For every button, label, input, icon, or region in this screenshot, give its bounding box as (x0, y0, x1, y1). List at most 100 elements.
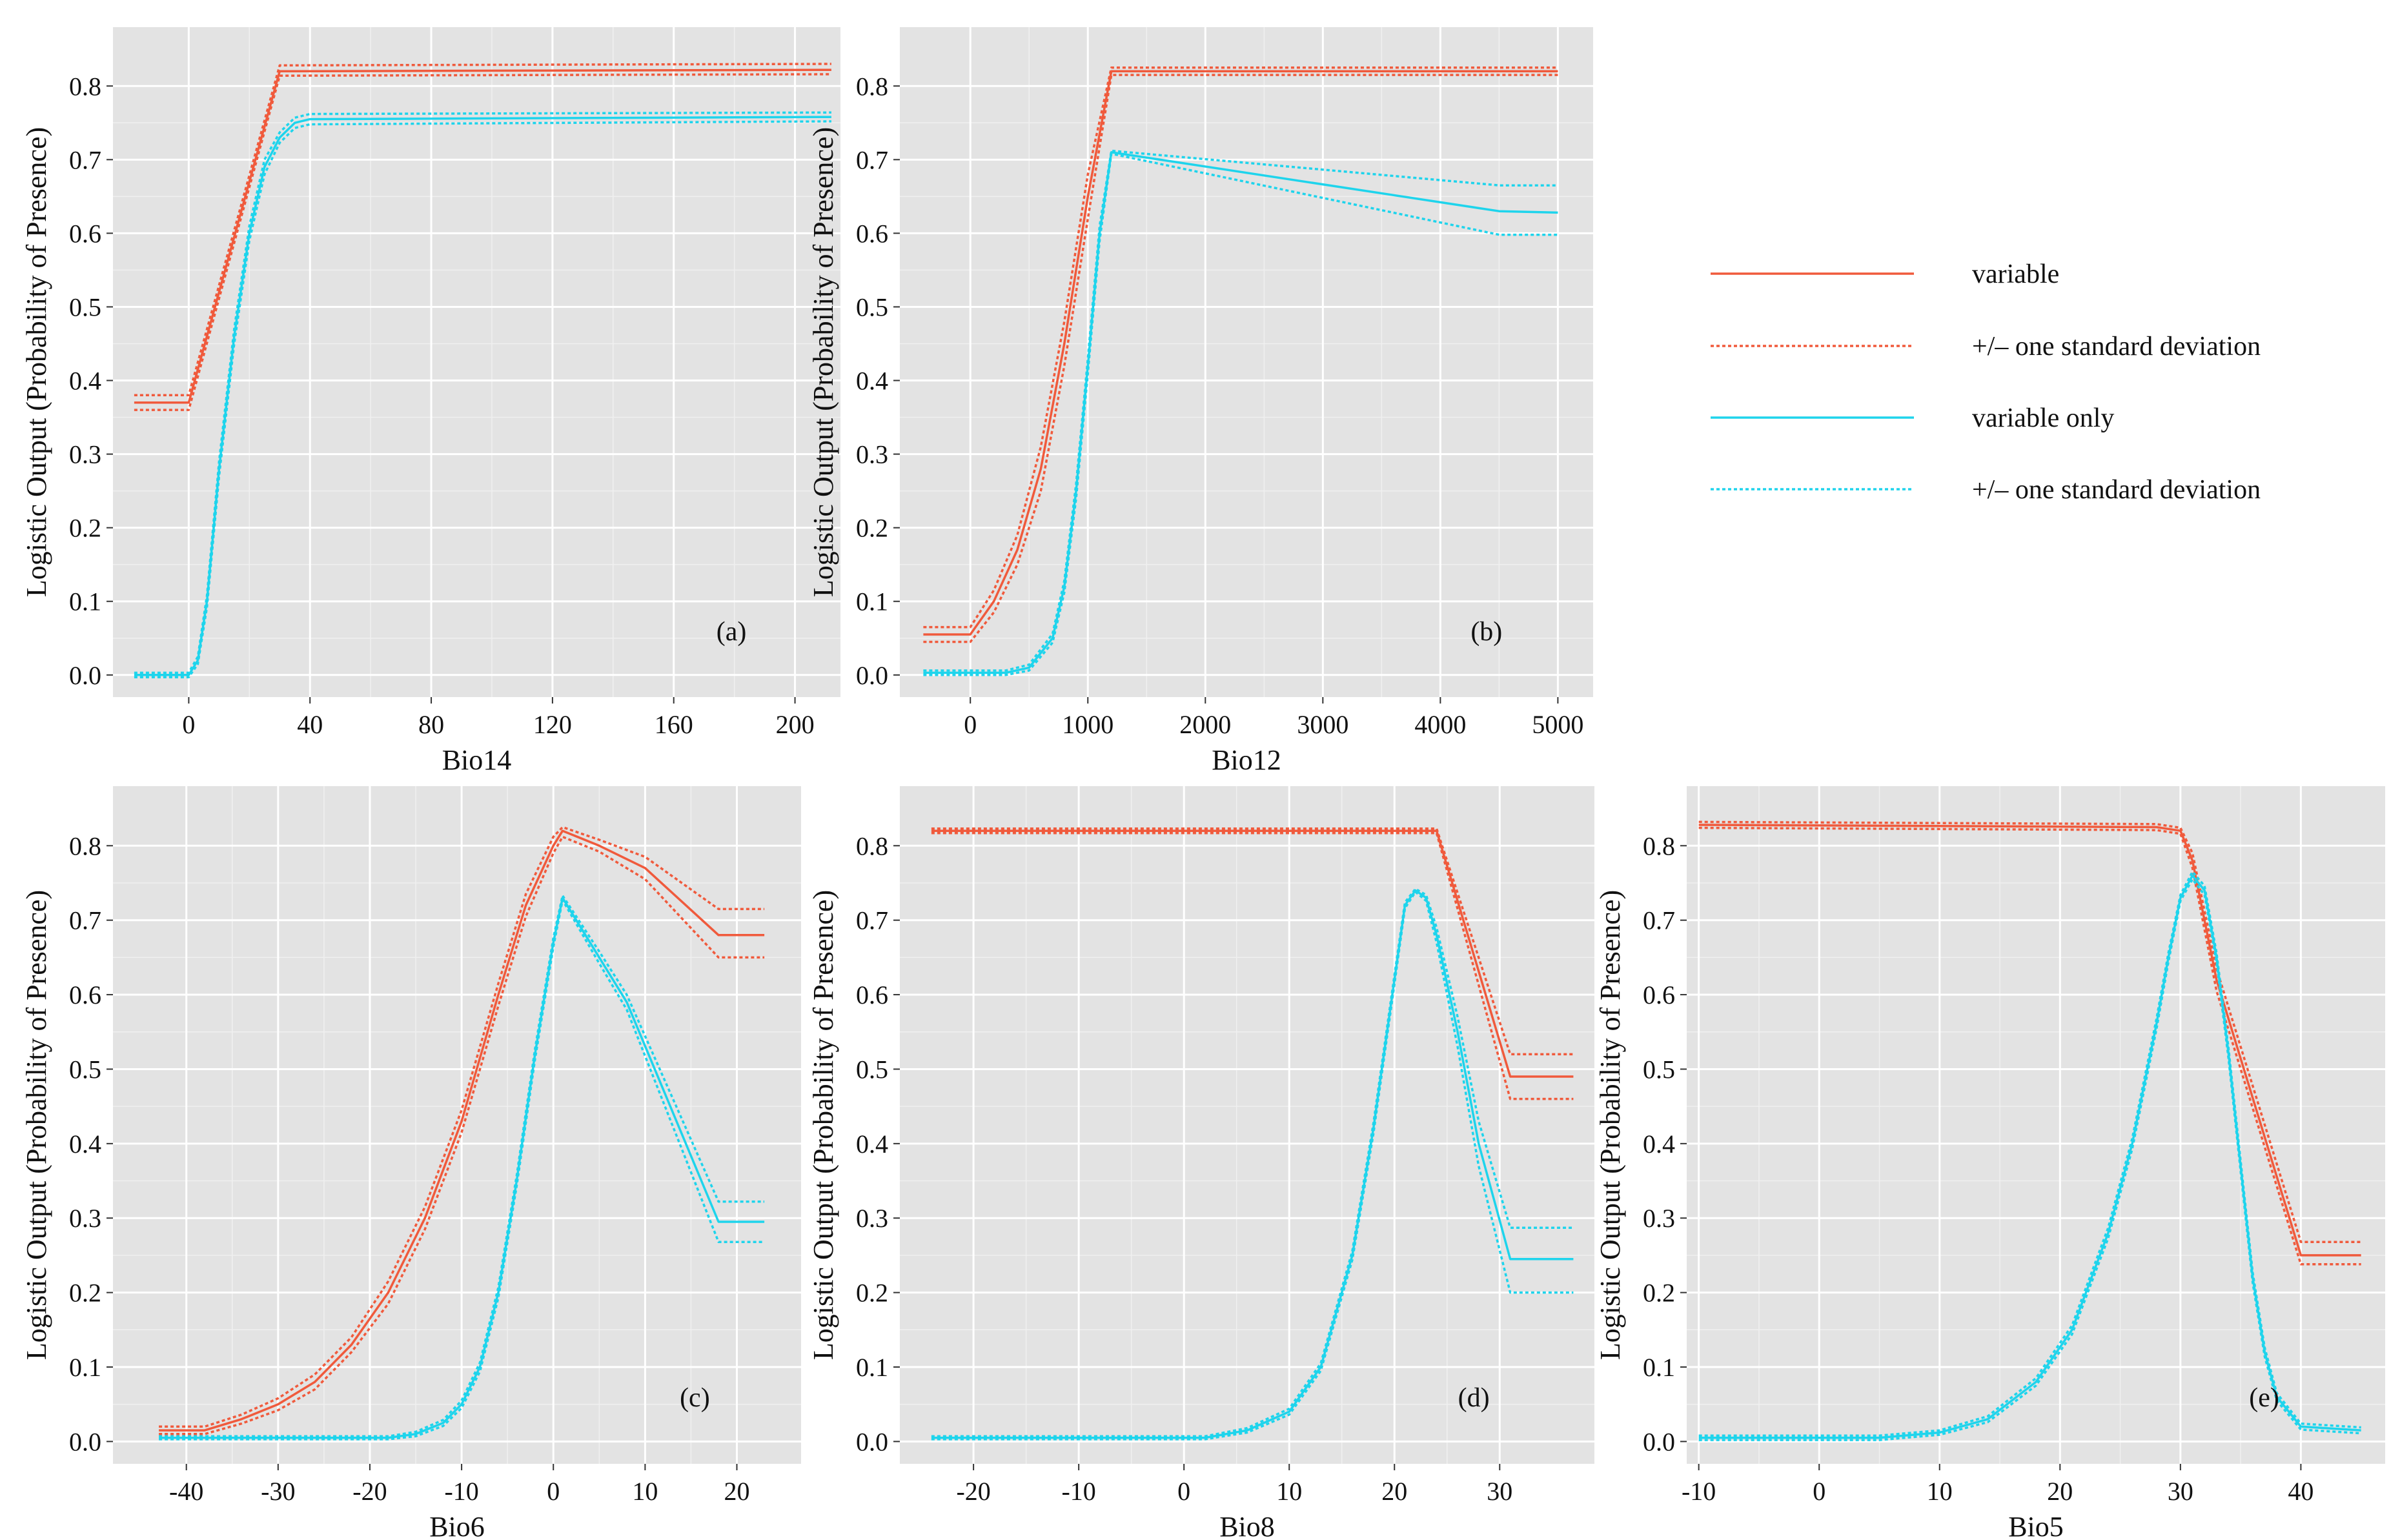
panel-label: (a) (717, 617, 747, 647)
y-tick-label: 0.7 (69, 906, 101, 935)
y-tick-label: 0.6 (69, 219, 101, 248)
y-tick-label: 0.4 (69, 367, 101, 396)
series-line-variable (134, 68, 831, 404)
x-axis-title: Bio8 (1219, 1511, 1275, 1540)
x-tick-label: -10 (444, 1477, 478, 1506)
y-axis-title: Logistic Output (Probability of Presence… (808, 890, 839, 1360)
y-tick-label: 0.0 (69, 1427, 101, 1456)
chart-panel-2: 0 1000 2000 3000 4000 5000 0.0 0.1 0.2 0.3 0.4 0.5 0… (808, 27, 1593, 776)
y-tick-label: 0.6 (1643, 980, 1675, 1009)
y-tick-label: 0.1 (856, 1353, 888, 1382)
x-tick-label: 40 (2288, 1477, 2314, 1506)
y-tick-label: 0.3 (69, 440, 101, 469)
x-tick-label: 4000 (1414, 710, 1466, 739)
y-tick-label: 0.2 (69, 514, 101, 543)
x-tick-label: 0 (964, 710, 977, 739)
y-tick-label: 0.6 (856, 980, 888, 1009)
x-axis-title: Bio5 (2008, 1511, 2064, 1540)
y-axis-title: Logistic Output (Probability of Presence… (21, 127, 52, 597)
y-tick-label: 0.5 (856, 292, 888, 321)
y-tick-label: 0.7 (856, 906, 888, 935)
y-tick-label: 0.7 (1643, 906, 1675, 935)
x-tick-label: -40 (169, 1477, 203, 1506)
x-tick-label: 30 (1487, 1477, 1512, 1506)
y-tick-label: 0.8 (856, 831, 888, 860)
y-tick-label: 0.6 (856, 219, 888, 248)
y-tick-label: 0.0 (1643, 1427, 1675, 1456)
legend-label-variable-only-sd: +/– one standard deviation (1972, 475, 2261, 505)
x-tick-label: -10 (1682, 1477, 1716, 1506)
legend-label-variable: variable (1972, 259, 2059, 289)
y-axis-title: Logistic Output (Probability of Presence… (21, 890, 52, 1360)
series-line-variable-only-1-sd (923, 149, 1558, 672)
series-line-variable-1-sd (931, 831, 1574, 1100)
plot-area (1687, 786, 2385, 1464)
series-line-variable (1698, 824, 2361, 1257)
y-tick-label: 0.7 (69, 145, 101, 174)
x-tick-label: -10 (1061, 1477, 1095, 1506)
series-line-variable-only (931, 889, 1574, 1439)
y-tick-label: 0.0 (856, 661, 888, 690)
x-tick-label: 160 (655, 710, 693, 739)
series-line-variable-1-sd (931, 827, 1574, 1056)
panel-label: (e) (2249, 1383, 2279, 1413)
y-tick-label: 0.3 (856, 1204, 888, 1233)
x-tick-label: 10 (632, 1477, 658, 1506)
y-tick-label: 0.2 (69, 1279, 101, 1308)
y-tick-label: 0.4 (856, 1130, 888, 1159)
y-tick-label: 0.3 (69, 1204, 101, 1233)
series-line-variable-1-sd (1698, 826, 2361, 1266)
series-line-variable-1-sd (159, 826, 765, 1428)
chart-panel-1: 0 40 80 120 160 200 0.0 0.1 0.2 0.3 0.4 0.5 0.6 0.7 0.… (21, 27, 840, 776)
x-tick-label: 40 (297, 710, 323, 739)
panel-label: (c) (680, 1383, 710, 1413)
x-tick-label: -30 (261, 1477, 295, 1506)
y-tick-label: 0.0 (856, 1427, 888, 1456)
x-tick-label: 0 (1813, 1477, 1825, 1506)
chart-panel-3: -40 -30 -20 -10 0 10 20 0.0 0.1 0.2 0.3 0.4 0.5 0.6 0.… (21, 786, 801, 1540)
x-axis-title: Bio12 (1212, 744, 1281, 776)
y-tick-label: 0.3 (1643, 1204, 1675, 1233)
plot-area (900, 27, 1593, 697)
x-tick-label: 5000 (1532, 710, 1583, 739)
x-tick-label: 20 (724, 1477, 750, 1506)
series-line-variable-only-1-sd (134, 111, 831, 674)
y-tick-label: 0.8 (1643, 831, 1675, 860)
x-tick-label: 0 (547, 1477, 560, 1506)
x-tick-label: 3000 (1297, 710, 1348, 739)
chart-panel-4: -20 -10 0 10 20 30 0.0 0.1 0.2 0.3 0.4 0.5 0.6 0.7 0.8… (808, 786, 1594, 1540)
series-line-variable-1-sd (923, 74, 1558, 643)
y-tick-label: 0.5 (69, 1055, 101, 1084)
x-tick-label: -20 (352, 1477, 387, 1506)
x-tick-label: -20 (956, 1477, 990, 1506)
series-line-variable-only-1-sd (931, 891, 1574, 1441)
x-tick-label: 120 (533, 710, 572, 739)
y-tick-label: 0.6 (69, 980, 101, 1009)
x-axis-title: Bio6 (429, 1511, 485, 1540)
y-tick-label: 0.2 (1643, 1279, 1675, 1308)
series-line-variable-1-sd (134, 73, 831, 411)
series-line-variable (923, 70, 1558, 636)
x-tick-label: 20 (2047, 1477, 2073, 1506)
plot-area (113, 27, 840, 697)
x-axis-title: Bio14 (442, 744, 512, 776)
y-tick-label: 0.8 (856, 72, 888, 101)
x-tick-label: 0 (182, 710, 195, 739)
plot-area (113, 786, 801, 1464)
series-line-variable-only-1-sd (134, 120, 831, 678)
x-tick-label: 10 (1276, 1477, 1302, 1506)
y-tick-label: 0.4 (69, 1130, 101, 1159)
x-tick-label: 10 (1927, 1477, 1953, 1506)
x-tick-label: 2000 (1179, 710, 1231, 739)
y-tick-label: 0.5 (1643, 1055, 1675, 1084)
y-tick-label: 0.1 (856, 587, 888, 616)
y-axis-title: Logistic Output (Probability of Presence… (1594, 890, 1626, 1360)
y-tick-label: 0.5 (69, 292, 101, 321)
y-tick-label: 0.1 (69, 1353, 101, 1382)
legend-label-variable-sd: +/– one standard deviation (1972, 332, 2261, 361)
y-tick-label: 0.8 (69, 831, 101, 860)
y-axis-title: Logistic Output (Probability of Presence… (808, 127, 839, 597)
y-tick-label: 0.0 (69, 661, 101, 690)
plot-area (900, 786, 1594, 1464)
